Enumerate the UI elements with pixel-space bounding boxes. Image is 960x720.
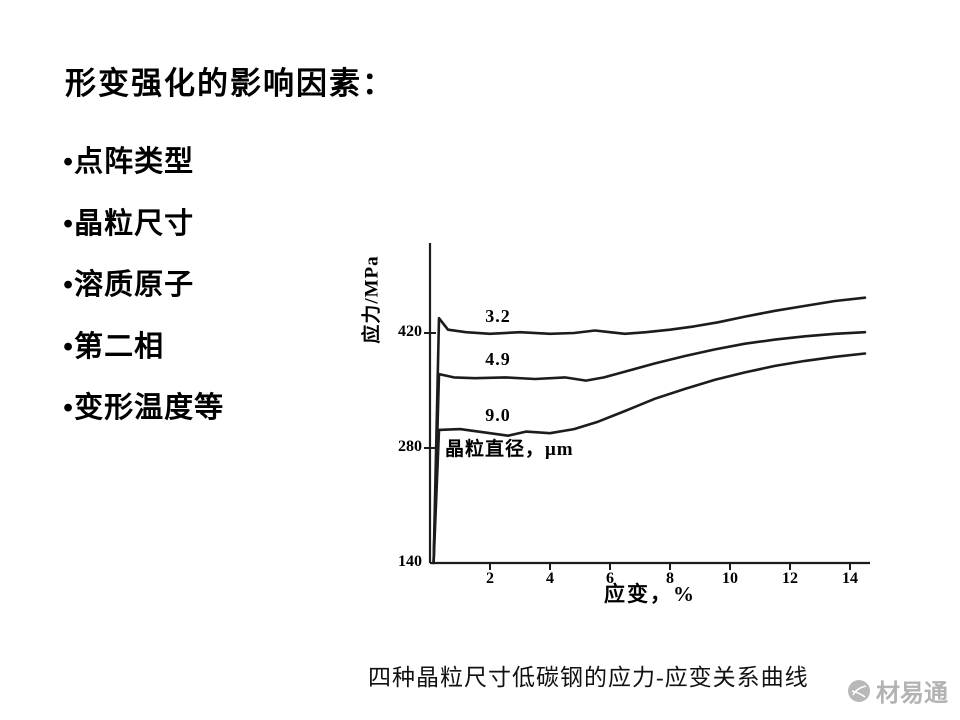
y-tick-label: 420 (398, 323, 422, 340)
series-label-4.9: 4.9 (485, 349, 511, 370)
y-tick-label: 140 (398, 553, 422, 570)
series-label-3.2: 3.2 (485, 305, 511, 326)
curve-9.0 (432, 352, 867, 565)
bullet-item: •变形温度等 (63, 392, 225, 424)
bullet-item: •点阵类型 (63, 146, 195, 178)
x-tick-label: 10 (722, 570, 738, 587)
x-tick-label: 2 (486, 570, 494, 587)
bullet-item: •第二相 (63, 330, 165, 363)
grain-diameter-annotation: 晶粒直径，μm (445, 439, 574, 460)
y-axis-label: 应力/MPa (361, 255, 383, 344)
bullet-item: •晶粒尺寸 (63, 207, 195, 240)
watermark-text: 材易通 (876, 680, 948, 707)
watermark: 材易通 (847, 673, 948, 708)
x-tick-label: 4 (546, 570, 554, 587)
slide-title: 形变强化的影响因素： (65, 66, 395, 101)
figure-caption: 四种晶粒尺寸低碳钢的应力-应变关系曲线 (368, 665, 809, 690)
watermark-logo-icon (847, 679, 871, 703)
x-tick-label: 8 (666, 570, 674, 587)
bullet-list: •点阵类型 •晶粒尺寸 •溶质原子 •第二相 •变形温度等 (63, 132, 224, 440)
series-label-9.0: 9.0 (485, 405, 511, 426)
x-tick-label: 12 (782, 570, 798, 587)
curve-3.2 (432, 296, 867, 565)
y-tick-label: 280 (398, 438, 422, 455)
x-axis-label: 应变，% (604, 582, 696, 606)
stress-strain-chart: 应力/MPa 应变，% 晶粒直径，μm 420 280 140 2 4 6 8 10 12 14 3… (350, 238, 880, 613)
chart-canvas (424, 243, 870, 570)
curve-4.9 (432, 330, 867, 565)
x-tick-label: 6 (606, 570, 614, 587)
bullet-item: •溶质原子 (63, 269, 195, 301)
x-tick-label: 14 (842, 570, 858, 587)
